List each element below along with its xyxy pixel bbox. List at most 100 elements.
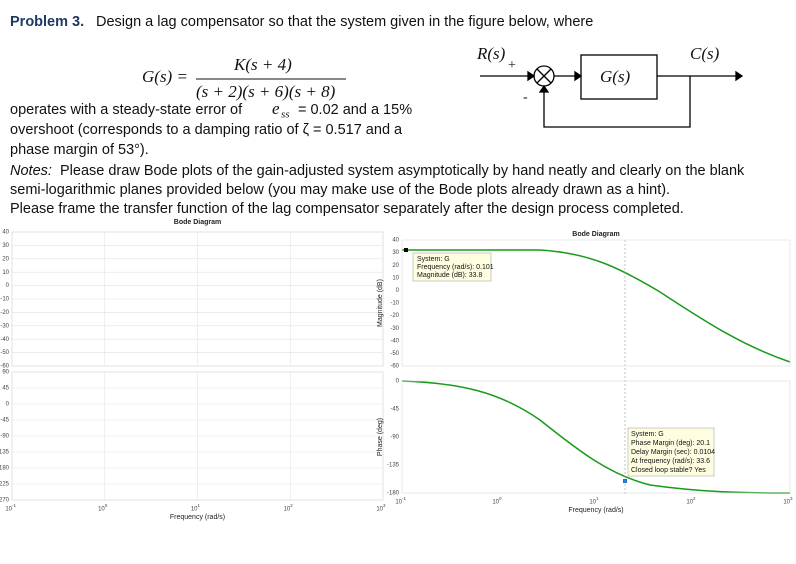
y-tick-label: -60 [0,364,9,370]
y-tick-label: -135 [387,463,400,469]
y-tick-label: -135 [0,450,10,456]
notes-text: semi-logarithmic planes provided below (… [10,182,670,198]
y-tick-label: -30 [0,323,9,329]
x-tick-exponent: 2 [693,496,696,501]
spec-symbol: e [272,99,280,118]
x-tick-exponent: 1 [596,496,599,501]
y-tick-label: -40 [0,337,9,343]
x-tick-label: 10 [589,500,596,506]
y-tick-label: -30 [390,326,399,332]
data-tip [627,427,715,477]
arrowhead [574,70,583,82]
y-tick-label: -40 [390,338,399,344]
x-tick-label: 10 [376,507,383,513]
input-label: R(s) [476,44,506,63]
data-tip-text: Magnitude (dB): 33.8 [417,272,482,279]
notes-text: Please frame the transfer function of th… [10,201,684,217]
x-tick-exponent: 3 [790,496,793,501]
x-tick-label: 10 [783,500,790,506]
y-tick-label: 90 [2,370,9,376]
x-axis-label: Frequency (rad/s) [568,507,623,514]
y-tick-label: 20 [392,263,399,269]
x-tick-label: 10 [191,507,198,513]
spec-text: operates with a steady-state error of [10,102,243,118]
y-tick-label: -225 [0,482,10,488]
y-tick-label: -60 [390,364,399,370]
cross [536,68,552,84]
x-tick-label: 10 [686,500,693,506]
y-tick-label: 0 [396,379,400,385]
x-tick-exponent: 1 [198,503,201,508]
phase-curve [401,380,791,494]
x-tick-exponent: -1 [402,496,406,501]
problem-statement: Design a lag compensator so that the sys… [96,14,593,30]
y-tick-label: -50 [0,350,9,356]
y-tick-label: -45 [0,418,9,424]
x-tick-exponent: 0 [499,496,502,501]
data-tip-marker [404,248,408,252]
feedback-line [543,76,691,128]
arrowhead [538,84,550,93]
notes-label: Notes: [10,163,52,179]
y-tick-label: -180 [387,491,400,497]
plot-title: Bode Diagram [174,219,221,226]
data-tip-text: Delay Margin (sec): 0.0104 [631,449,715,456]
y-tick-label: 30 [392,250,399,256]
magnitude-curve [402,249,791,363]
y-tick-label: -90 [0,434,9,440]
output-label: C(s) [690,44,720,63]
x-tick-label: 10 [492,500,499,506]
y-tick-label: -90 [390,435,399,441]
y-tick-label: -20 [0,310,9,316]
y-axis-label: Phase (deg) [377,418,384,456]
plus-sign: + [508,58,516,73]
y-tick-label: -10 [390,301,399,307]
block-label: G(s) [600,67,631,86]
data-tip-text: Phase Margin (deg): 20.1 [631,440,710,447]
y-tick-label: 40 [392,238,399,244]
spec-text: = 0.02 and a 15% [298,102,412,118]
y-tick-label: -270 [0,498,10,504]
x-tick-label: 10 [98,507,105,513]
arrowhead [735,70,744,82]
x-axis-label: Frequency (rad/s) [170,514,225,521]
y-tick-label: -20 [390,313,399,319]
data-tip-text: Closed loop stable? Yes [631,467,706,474]
data-tip-text: At frequency (rad/s): 33.6 [631,458,710,465]
y-tick-label: 0 [6,402,10,408]
x-tick-exponent: 2 [290,503,293,508]
minus-sign: - [523,90,528,105]
y-tick-label: -180 [0,466,10,472]
data-tip-text: System: G [417,256,450,263]
y-tick-label: 45 [2,386,9,392]
y-tick-label: 40 [2,230,9,236]
x-tick-label: 10 [5,507,12,513]
data-tip [412,252,492,282]
data-tip-text: System: G [631,431,664,438]
block [580,54,658,100]
y-tick-label: 0 [396,288,400,294]
x-tick-exponent: 0 [105,503,108,508]
y-tick-label: -45 [390,407,399,413]
y-tick-label: -10 [0,297,9,303]
problem-label: Problem 3. [10,14,84,30]
block-diagram [480,54,744,128]
spec-text: phase margin of 53°). [10,142,149,158]
data-tip-text: Frequency (rad/s): 0.101 [417,264,494,271]
equation-denominator: (s + 2)(s + 6)(s + 8) [196,82,336,101]
y-tick-label: 10 [2,270,9,276]
y-tick-label: 10 [392,275,399,281]
x-tick-label: 10 [284,507,291,513]
x-tick-exponent: -1 [12,503,16,508]
equation-numerator: K(s + 4) [233,55,292,74]
axes-box [401,380,791,494]
spec-subscript: ss [281,109,290,121]
axes-box [401,239,791,367]
notes-text: Please draw Bode plots of the gain-adjus… [60,163,745,179]
x-tick-label: 10 [395,500,402,506]
y-tick-label: 30 [2,243,9,249]
plot-title: Bode Diagram [572,231,619,238]
x-tick-exponent: 3 [383,503,386,508]
arrowhead [527,70,536,82]
